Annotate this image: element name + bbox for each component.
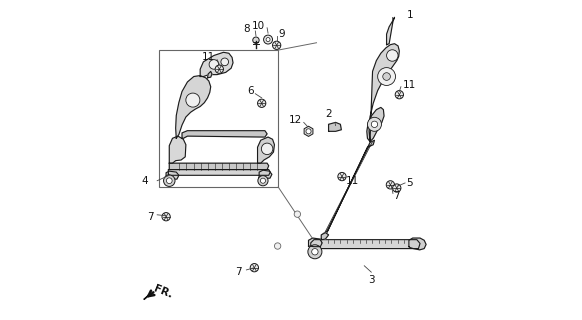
Circle shape	[367, 117, 381, 131]
Circle shape	[261, 143, 273, 155]
Text: 3: 3	[368, 275, 375, 285]
Polygon shape	[200, 52, 233, 76]
Text: 1: 1	[406, 10, 413, 20]
Text: FR.: FR.	[152, 284, 174, 300]
Circle shape	[215, 65, 223, 73]
Polygon shape	[166, 171, 179, 179]
Polygon shape	[168, 170, 270, 175]
Polygon shape	[311, 240, 420, 249]
Circle shape	[386, 181, 395, 189]
Polygon shape	[369, 44, 399, 141]
Text: 12: 12	[289, 115, 302, 125]
Circle shape	[272, 41, 281, 50]
Text: 11: 11	[403, 80, 416, 90]
Circle shape	[258, 99, 266, 108]
Polygon shape	[169, 163, 269, 170]
Circle shape	[308, 245, 322, 259]
Text: 7: 7	[147, 212, 154, 222]
Polygon shape	[144, 294, 149, 300]
Polygon shape	[308, 238, 322, 247]
Circle shape	[166, 178, 172, 184]
Text: 7: 7	[393, 191, 400, 201]
Polygon shape	[329, 123, 341, 131]
Polygon shape	[304, 126, 313, 136]
Polygon shape	[321, 233, 329, 240]
Polygon shape	[176, 76, 211, 138]
Text: 7: 7	[235, 267, 242, 277]
Polygon shape	[321, 140, 374, 239]
Circle shape	[209, 60, 219, 69]
Circle shape	[264, 35, 272, 44]
Circle shape	[253, 37, 259, 44]
Circle shape	[393, 184, 401, 192]
Circle shape	[260, 178, 265, 183]
Text: 11: 11	[202, 52, 215, 62]
Circle shape	[338, 172, 346, 181]
Circle shape	[162, 212, 171, 221]
Text: 5: 5	[406, 178, 413, 188]
Text: 8: 8	[244, 24, 250, 34]
Circle shape	[312, 249, 318, 255]
Polygon shape	[182, 131, 267, 138]
Polygon shape	[258, 137, 275, 163]
Polygon shape	[259, 170, 272, 179]
Text: 6: 6	[247, 85, 253, 96]
Circle shape	[306, 129, 311, 134]
Polygon shape	[409, 238, 426, 250]
Text: 11: 11	[346, 176, 359, 186]
Text: 9: 9	[278, 29, 285, 39]
Circle shape	[294, 211, 300, 217]
Polygon shape	[367, 108, 384, 141]
Circle shape	[378, 68, 396, 85]
Text: 2: 2	[325, 109, 332, 119]
Text: 4: 4	[141, 176, 148, 186]
Circle shape	[164, 175, 175, 187]
Polygon shape	[208, 71, 212, 78]
Circle shape	[250, 264, 258, 272]
Circle shape	[186, 93, 200, 107]
Circle shape	[266, 37, 270, 42]
Text: 10: 10	[252, 20, 265, 30]
Circle shape	[258, 176, 268, 186]
Circle shape	[383, 73, 391, 80]
Circle shape	[221, 58, 229, 66]
Circle shape	[275, 243, 281, 249]
Circle shape	[395, 91, 403, 99]
Circle shape	[386, 50, 398, 61]
Bar	[159, 50, 278, 187]
Circle shape	[371, 121, 378, 127]
Polygon shape	[169, 136, 186, 163]
Polygon shape	[386, 17, 395, 45]
